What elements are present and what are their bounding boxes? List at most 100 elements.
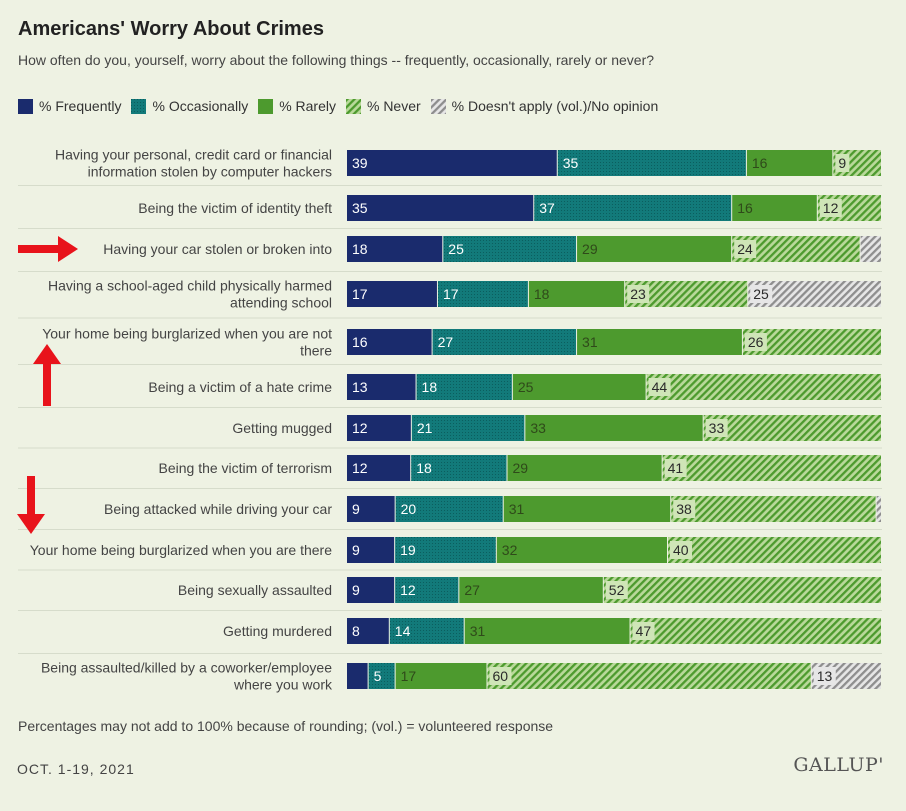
bar-value-label: 29: [582, 241, 598, 257]
bar-value-label-bg: [750, 285, 773, 303]
bar-value-label: 12: [400, 582, 416, 598]
bar-value-label: 38: [676, 501, 692, 517]
category-label: attending school: [230, 295, 332, 311]
legend-item-frequently: % Frequently: [18, 98, 121, 114]
bar-value-label: 13: [817, 668, 833, 684]
bar-value-label-bg: [489, 667, 512, 685]
bar-value-label: 35: [352, 200, 368, 216]
bar-value-label: 25: [448, 241, 464, 257]
bar-segment-no-opinion: [876, 496, 881, 522]
bar-value-label: 13: [352, 379, 368, 395]
legend-swatch-no-opinion: [430, 98, 446, 114]
bar-value-label: 29: [513, 460, 529, 476]
legend-label-never: % Never: [366, 98, 421, 114]
bar-value-label: 40: [673, 542, 689, 558]
bar-segment-rarely: [395, 663, 487, 689]
chart-row: Your home being burglarized when you are…: [18, 326, 882, 365]
category-label: where you work: [233, 677, 333, 693]
bar-value-label: 24: [737, 241, 753, 257]
legend-item-never: % Never: [345, 98, 421, 114]
legend-label-occasionally: % Occasionally: [152, 98, 249, 114]
chart-row: Getting murdered 8 14 31 47: [18, 618, 882, 654]
bar-value-label: 33: [530, 420, 546, 436]
bar-segment-rarely: [746, 150, 833, 176]
bar-value-label: 12: [823, 200, 839, 216]
bar-value-label: 18: [534, 286, 550, 302]
bar-segment-frequently: [347, 618, 389, 644]
bar-segment-frequently: [347, 577, 395, 603]
bar-value-label: 17: [401, 668, 417, 684]
bar-value-label-bg: [632, 622, 655, 640]
category-label: Having your car stolen or broken into: [103, 241, 332, 257]
category-label: Being the victim of identity theft: [138, 200, 332, 216]
bar-segment-rarely: [464, 618, 630, 644]
bar-segment-rarely: [525, 415, 703, 441]
legend-swatch-occasionally: [131, 98, 147, 114]
legend-label-rarely: % Rarely: [279, 98, 336, 114]
legend-swatch-frequently: [18, 98, 33, 114]
chart-row: Getting mugged 12 21 33 33: [18, 415, 882, 449]
chart-row: Being attacked while driving your car 9 20…: [18, 496, 882, 530]
bar-segment-never: [668, 537, 881, 563]
bar-value-label: 12: [352, 460, 368, 476]
chart-subtitle: How often do you, yourself, worry about …: [18, 52, 655, 68]
bar-value-label-bg: [673, 500, 696, 518]
chart-row: Being the victim of terrorism 12 18 29 41: [18, 455, 882, 489]
bar-segment-frequently: [347, 329, 432, 355]
bar-value-label: 20: [401, 501, 417, 517]
chart-row: Having your car stolen or broken into 18 2…: [18, 236, 882, 272]
bar-segment-occasionally: [432, 329, 577, 355]
bar-value-label: 25: [753, 286, 769, 302]
bar-segment-never: [703, 415, 881, 441]
category-label: there: [300, 343, 332, 359]
bar-segment-rarely: [732, 195, 817, 221]
bar-value-label-bg: [835, 154, 850, 172]
footnote: Percentages may not add to 100% because …: [18, 718, 554, 734]
bar-segment-occasionally: [437, 281, 528, 307]
bar-value-label: 35: [563, 155, 579, 171]
bar-value-label: 19: [400, 542, 416, 558]
bar-segment-occasionally: [557, 150, 746, 176]
chart-row: Your home being burglarized when you are…: [18, 537, 882, 571]
bar-value-label: 17: [352, 286, 368, 302]
bar-value-label-bg: [734, 240, 757, 258]
bar-value-label-bg: [813, 667, 836, 685]
bar-segment-rarely: [459, 577, 603, 603]
bar-value-label: 18: [416, 460, 432, 476]
bar-value-label: 8: [352, 623, 360, 639]
right-arrow-icon: [18, 236, 78, 262]
bar-value-label: 16: [352, 334, 368, 350]
bar-value-label: 27: [438, 334, 454, 350]
bar-value-label: 44: [652, 379, 668, 395]
bar-value-label: 39: [352, 155, 368, 171]
category-label: Your home being burglarized when you are…: [42, 326, 332, 342]
bar-segment-never: [671, 496, 876, 522]
chart-row: Being sexually assaulted 9 12 27 52: [18, 577, 882, 611]
legend-label-no-opinion: % Doesn't apply (vol.)/No opinion: [451, 98, 659, 114]
bar-value-label: 5: [374, 668, 382, 684]
category-label: Being the victim of terrorism: [159, 460, 333, 476]
legend-item-rarely: % Rarely: [258, 98, 336, 114]
bar-segment-frequently: [347, 150, 557, 176]
bar-value-label: 9: [352, 501, 360, 517]
bar-value-label-bg: [605, 581, 628, 599]
category-label: Being a victim of a hate crime: [148, 379, 332, 395]
chart-row: Being assaulted/killed by a coworker/emp…: [41, 660, 881, 693]
bar-value-label: 18: [352, 241, 368, 257]
bar-value-label: 47: [636, 623, 652, 639]
category-label: Getting murdered: [223, 623, 332, 639]
bar-value-label: 27: [464, 582, 480, 598]
category-label: Getting mugged: [232, 420, 332, 436]
gallup-logo: GALLUP': [793, 754, 884, 776]
chart-row: Being a victim of a hate crime 13 18 25 44: [18, 374, 882, 408]
bar-segment-rarely: [577, 236, 732, 262]
bar-value-label: 60: [493, 668, 509, 684]
bar-segment-never: [662, 455, 881, 481]
bar-value-label-bg: [648, 378, 671, 396]
category-label: information stolen by computer hackers: [88, 164, 332, 180]
survey-date: OCT. 1-19, 2021: [17, 761, 135, 777]
bar-segment-never: [646, 374, 881, 400]
bar-value-label: 31: [582, 334, 598, 350]
bar-value-label-bg: [670, 541, 692, 559]
bar-value-label: 25: [518, 379, 534, 395]
